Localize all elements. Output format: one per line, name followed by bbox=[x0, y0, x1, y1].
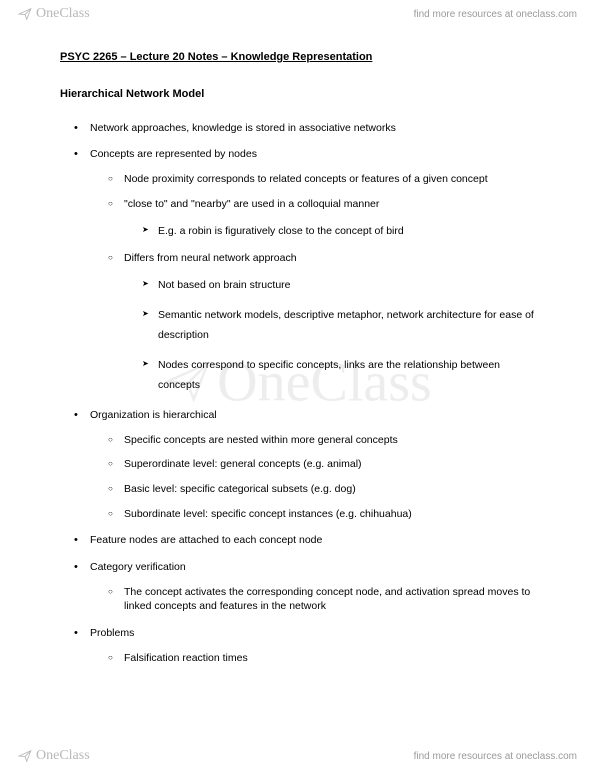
item-text: The concept activates the corresponding … bbox=[124, 586, 530, 613]
item-text: Concepts are represented by nodes bbox=[90, 148, 257, 160]
item-text: Feature nodes are attached to each conce… bbox=[90, 534, 322, 546]
item-text: Differs from neural network approach bbox=[124, 252, 297, 264]
brand-logo-footer: OneClass bbox=[18, 748, 90, 764]
list-item: Problems Falsification reaction times bbox=[74, 626, 535, 665]
list-item: Superordinate level: general concepts (e… bbox=[108, 457, 535, 472]
list-item: Node proximity corresponds to related co… bbox=[108, 172, 535, 187]
item-text: Superordinate level: general concepts (e… bbox=[124, 458, 362, 470]
paper-plane-icon bbox=[18, 7, 32, 21]
list-item: Feature nodes are attached to each conce… bbox=[74, 533, 535, 548]
item-text: Nodes correspond to specific concepts, l… bbox=[158, 359, 500, 391]
section-heading: Hierarchical Network Model bbox=[60, 87, 535, 102]
list-item: Network approaches, knowledge is stored … bbox=[74, 121, 535, 136]
brand-name: OneClass bbox=[36, 6, 90, 22]
item-text: Node proximity corresponds to related co… bbox=[124, 173, 488, 185]
list-item: Concepts are represented by nodes Node p… bbox=[74, 147, 535, 395]
item-text: Semantic network models, descriptive met… bbox=[158, 309, 534, 341]
list-item: Nodes correspond to specific concepts, l… bbox=[142, 356, 535, 396]
bullet-list: Network approaches, knowledge is stored … bbox=[60, 121, 535, 666]
list-item: E.g. a robin is figuratively close to th… bbox=[142, 222, 535, 242]
page-title: PSYC 2265 – Lecture 20 Notes – Knowledge… bbox=[60, 50, 535, 65]
list-item: Category verification The concept activa… bbox=[74, 560, 535, 614]
header-bar: OneClass find more resources at oneclass… bbox=[0, 0, 595, 28]
list-item: The concept activates the corresponding … bbox=[108, 585, 535, 614]
document-page: PSYC 2265 – Lecture 20 Notes – Knowledge… bbox=[0, 0, 595, 727]
item-text: Problems bbox=[90, 627, 134, 639]
list-item: Specific concepts are nested within more… bbox=[108, 433, 535, 448]
list-item: Semantic network models, descriptive met… bbox=[142, 306, 535, 346]
list-item: Differs from neural network approach Not… bbox=[108, 251, 535, 395]
item-text: Organization is hierarchical bbox=[90, 409, 217, 421]
item-text: Subordinate level: specific concept inst… bbox=[124, 508, 412, 520]
item-text: Not based on brain structure bbox=[158, 279, 291, 291]
brand-name: OneClass bbox=[36, 748, 90, 764]
item-text: "close to" and "nearby" are used in a co… bbox=[124, 198, 379, 210]
list-item: Subordinate level: specific concept inst… bbox=[108, 507, 535, 522]
resource-link-bottom[interactable]: find more resources at oneclass.com bbox=[414, 751, 577, 762]
item-text: Falsification reaction times bbox=[124, 652, 248, 664]
list-item: "close to" and "nearby" are used in a co… bbox=[108, 197, 535, 242]
item-text: Basic level: specific categorical subset… bbox=[124, 483, 356, 495]
list-item: Not based on brain structure bbox=[142, 276, 535, 296]
footer-bar: OneClass find more resources at oneclass… bbox=[0, 742, 595, 770]
brand-logo: OneClass bbox=[18, 6, 90, 22]
list-item: Basic level: specific categorical subset… bbox=[108, 482, 535, 497]
list-item: Falsification reaction times bbox=[108, 651, 535, 666]
item-text: Network approaches, knowledge is stored … bbox=[90, 122, 396, 134]
item-text: Specific concepts are nested within more… bbox=[124, 434, 398, 446]
list-item: Organization is hierarchical Specific co… bbox=[74, 408, 535, 521]
paper-plane-icon bbox=[18, 749, 32, 763]
resource-link-top[interactable]: find more resources at oneclass.com bbox=[414, 9, 577, 20]
item-text: E.g. a robin is figuratively close to th… bbox=[158, 225, 404, 237]
item-text: Category verification bbox=[90, 561, 186, 573]
